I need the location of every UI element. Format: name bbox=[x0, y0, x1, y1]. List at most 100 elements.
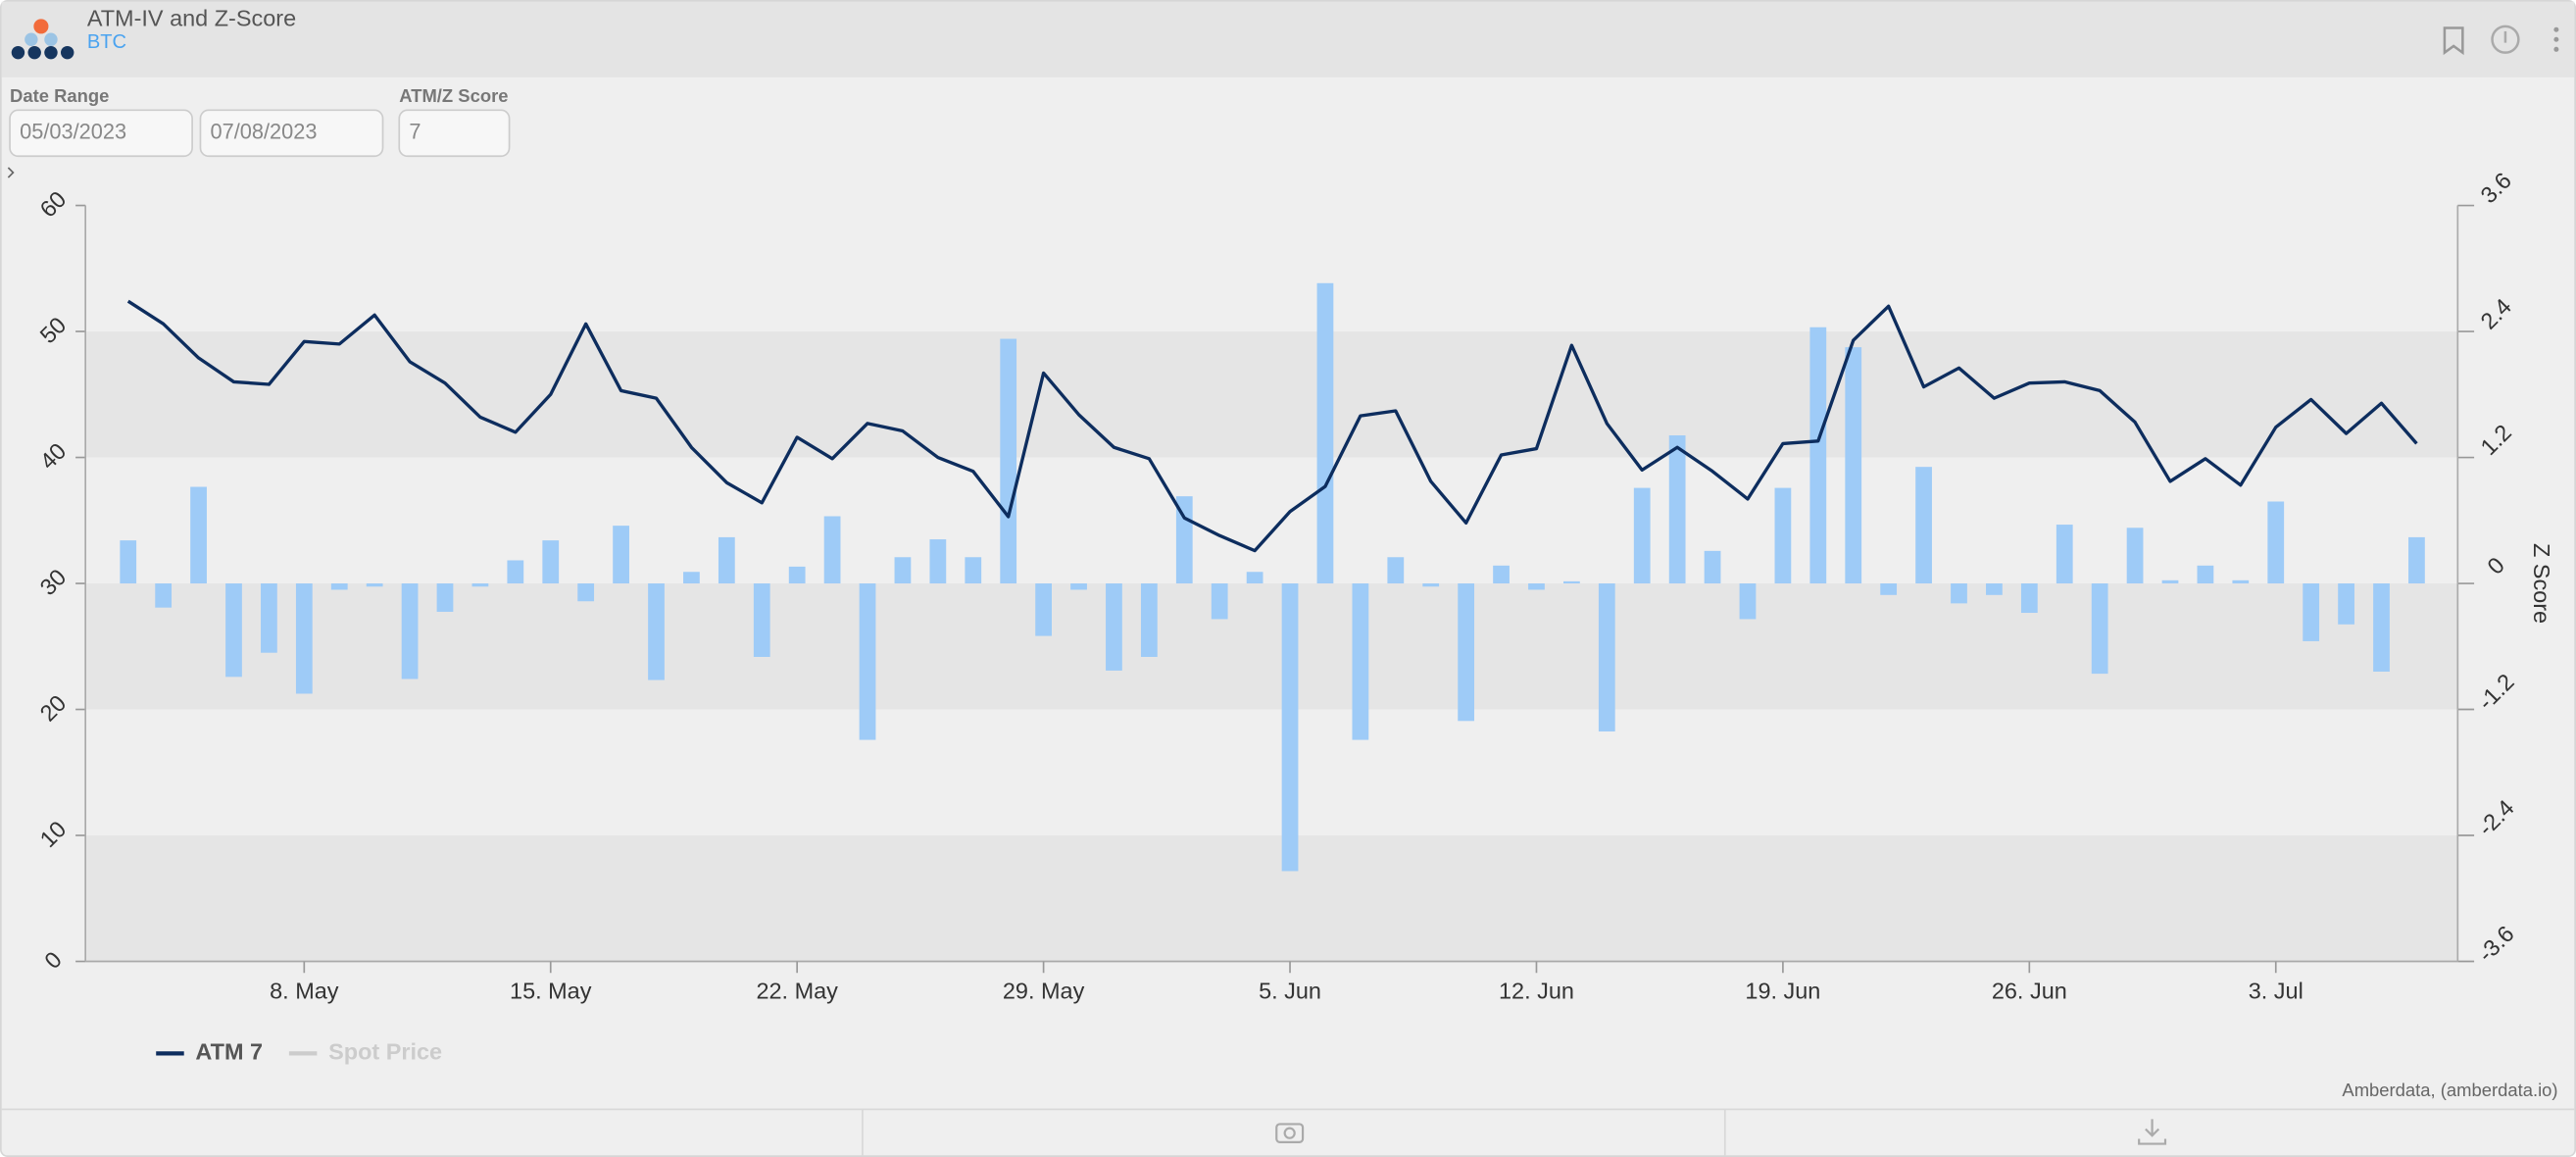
z-score-bar bbox=[859, 583, 876, 740]
download-icon[interactable] bbox=[2138, 1119, 2167, 1145]
z-score-bar bbox=[1281, 583, 1299, 872]
z-score-bar bbox=[1809, 327, 1827, 584]
end-date: 07/08/2023 bbox=[211, 120, 318, 144]
z-score-bar bbox=[2408, 536, 2425, 584]
z-score-bar bbox=[2232, 579, 2250, 584]
z-score-bar bbox=[1352, 583, 1369, 740]
credits: Amberdata, (amberdata.io) bbox=[2342, 1080, 2557, 1100]
header-title: ATM-IV and Z-Score bbox=[87, 5, 296, 30]
z-score-bar bbox=[1668, 435, 1686, 584]
z-score-bar bbox=[965, 557, 982, 584]
camera-icon[interactable] bbox=[1275, 1123, 1305, 1143]
z-score-bar bbox=[1739, 583, 1757, 620]
z-score-bar bbox=[1704, 550, 1721, 584]
z-score-bar bbox=[1246, 572, 1263, 584]
z-score-bar bbox=[1422, 583, 1440, 587]
z-score-bar bbox=[2161, 579, 2179, 584]
z-score-bar bbox=[1070, 583, 1087, 590]
expand-toggle[interactable] bbox=[7, 167, 15, 178]
header-bar bbox=[1, 1, 2575, 77]
z-score-bar bbox=[2197, 565, 2214, 584]
z-score-bar bbox=[120, 540, 137, 584]
z-score-bar bbox=[1106, 583, 1122, 671]
end-date-input[interactable] bbox=[199, 109, 384, 158]
z-score-bar bbox=[1140, 583, 1158, 657]
z-score-bar bbox=[1316, 282, 1334, 584]
z-score-bar bbox=[261, 583, 277, 653]
grid-band bbox=[85, 331, 2458, 458]
z-score-bar bbox=[471, 583, 489, 587]
start-date: 05/03/2023 bbox=[20, 120, 126, 144]
z-score-bar bbox=[1528, 583, 1545, 590]
x-tick-label: 15. May bbox=[510, 979, 592, 1004]
atm-line bbox=[126, 299, 2418, 553]
z-score-bar bbox=[1211, 583, 1228, 620]
z-score-bar bbox=[401, 583, 419, 679]
z-score-bar bbox=[1035, 583, 1052, 636]
x-tick-label: 3. Jul bbox=[2249, 979, 2304, 1004]
z-score-bar bbox=[2126, 528, 2144, 584]
z-score-bar bbox=[225, 583, 242, 678]
x-tick-label: 26. Jun bbox=[1992, 979, 2067, 1004]
z-score-bar bbox=[683, 572, 700, 584]
z-score-bar bbox=[1175, 496, 1193, 584]
info-icon[interactable] bbox=[2491, 25, 2520, 54]
z-score-bar bbox=[2020, 583, 2038, 614]
z-score-bar bbox=[1493, 565, 1510, 584]
z-score-bar bbox=[718, 536, 735, 584]
z-score-bar bbox=[155, 583, 173, 608]
z-score-bar bbox=[1458, 583, 1475, 722]
z-score-bar bbox=[1845, 347, 1862, 584]
date-range-label: Date Range bbox=[10, 85, 109, 106]
header-subtitle: BTC bbox=[87, 31, 126, 53]
z-score-bar bbox=[190, 486, 207, 584]
z-score-bar bbox=[823, 516, 841, 584]
menu-icon[interactable] bbox=[2553, 26, 2559, 52]
z-score-bar bbox=[2303, 583, 2320, 641]
legend-item[interactable]: Spot Price bbox=[328, 1039, 442, 1065]
x-tick-label: 29. May bbox=[1003, 979, 1085, 1004]
z-score-bar bbox=[1000, 338, 1017, 584]
z-score-bar bbox=[366, 583, 383, 587]
z-score-bar bbox=[1633, 487, 1651, 584]
z-score-bar bbox=[2267, 501, 2285, 584]
grid-band bbox=[85, 835, 2458, 962]
z-score-bar bbox=[1563, 580, 1580, 584]
z-score-bar bbox=[1986, 583, 2003, 595]
y2-axis-title: Z Score bbox=[2529, 543, 2554, 624]
atm-label: ATM/Z Score bbox=[399, 85, 508, 106]
atm-value: 7 bbox=[409, 120, 421, 144]
z-score-bar bbox=[753, 583, 770, 657]
z-score-bar bbox=[436, 583, 454, 612]
legend-item[interactable]: ATM 7 bbox=[195, 1039, 263, 1065]
z-score-bar bbox=[648, 583, 665, 680]
x-tick-label: 5. Jun bbox=[1259, 979, 1321, 1004]
z-score-bar bbox=[295, 583, 313, 694]
x-tick-label: 22. May bbox=[756, 979, 838, 1004]
logo bbox=[11, 19, 74, 60]
atm-input[interactable] bbox=[398, 109, 511, 158]
z-score-bar bbox=[1915, 467, 1932, 584]
z-score-bar bbox=[929, 539, 947, 584]
z-score-bar bbox=[542, 540, 560, 584]
x-tick-label: 12. Jun bbox=[1499, 979, 1574, 1004]
z-score-bar bbox=[894, 557, 912, 584]
z-score-bar bbox=[330, 583, 348, 590]
z-score-bar bbox=[1880, 583, 1898, 595]
z-score-bar bbox=[788, 566, 806, 584]
start-date-input[interactable] bbox=[9, 109, 193, 158]
z-score-bar bbox=[1598, 583, 1615, 732]
grid-band bbox=[85, 583, 2458, 710]
bookmark-icon[interactable] bbox=[2443, 26, 2464, 56]
z-score-bar bbox=[2373, 583, 2390, 672]
z-score-bar bbox=[1387, 557, 1405, 584]
x-tick-label: 8. May bbox=[270, 979, 339, 1004]
z-score-bar bbox=[1951, 583, 1967, 604]
z-score-bar bbox=[2338, 583, 2354, 625]
z-score-bar bbox=[1774, 487, 1792, 584]
z-score-bar bbox=[613, 526, 629, 584]
z-score-bar bbox=[2091, 583, 2108, 675]
